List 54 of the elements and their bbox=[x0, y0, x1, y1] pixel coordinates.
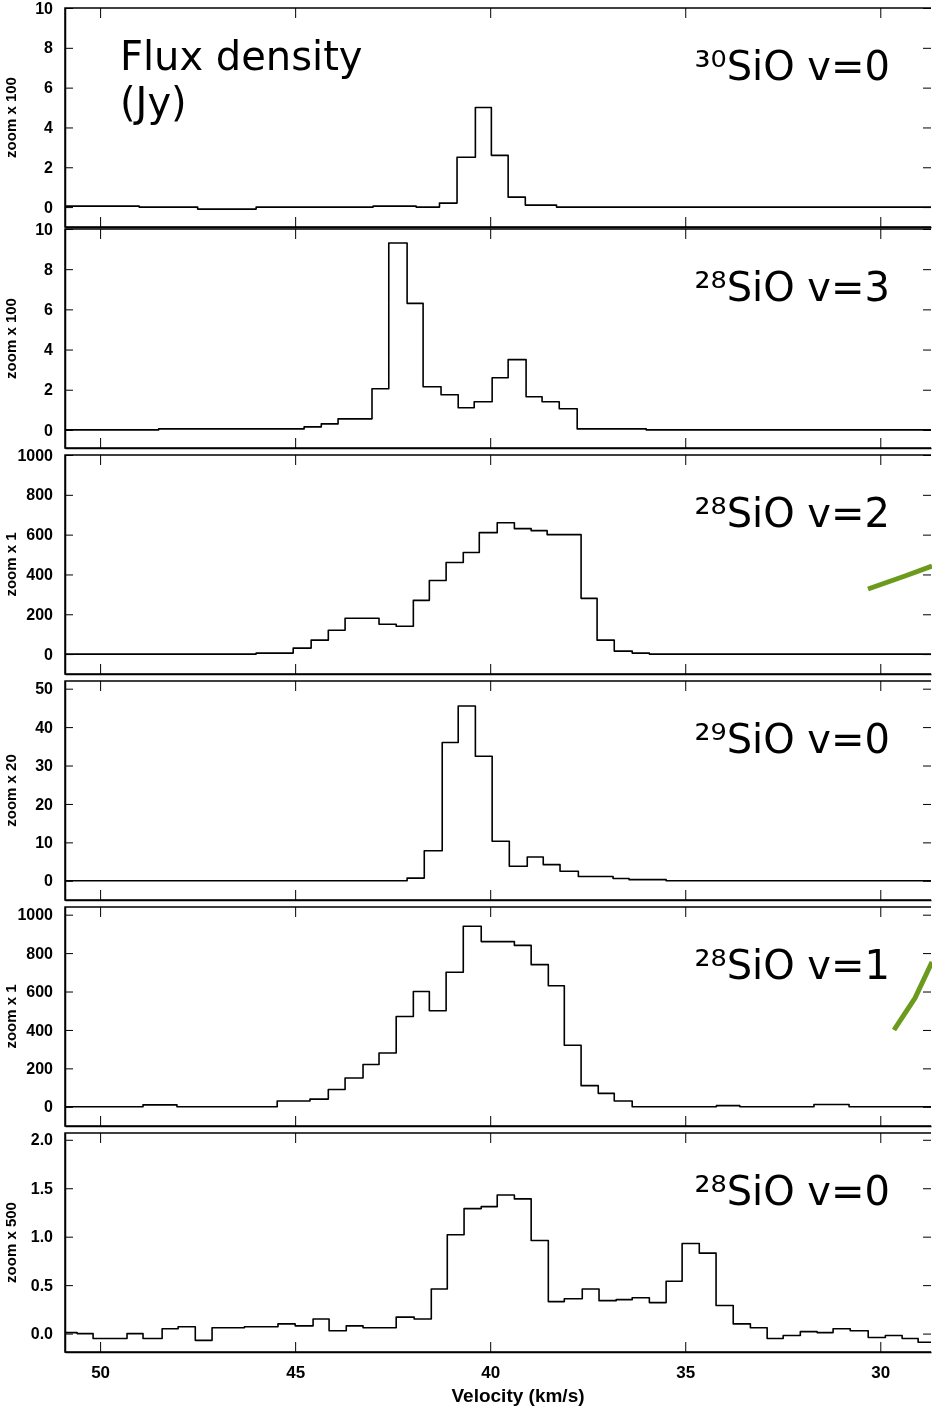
y-tick-label: 400 bbox=[26, 1021, 54, 1039]
y-tick-label: 1.5 bbox=[30, 1179, 54, 1197]
y-tick-label: 4 bbox=[44, 341, 54, 359]
y-tick-label: 2 bbox=[44, 381, 54, 399]
x-tick-label: 40 bbox=[481, 1363, 501, 1383]
text: ²⁸SiO v=0 bbox=[694, 1168, 890, 1214]
y-tick-label: 2 bbox=[44, 158, 54, 176]
y-axis-title: zoom x 20 bbox=[2, 754, 19, 827]
y-tick-label: 10 bbox=[35, 220, 54, 238]
y-tick-label: 10 bbox=[35, 0, 54, 17]
y-tick-label: 6 bbox=[44, 300, 54, 318]
y-tick-label: 6 bbox=[44, 79, 54, 97]
x-tick-label: 35 bbox=[676, 1363, 696, 1383]
text: ²⁹SiO v=0 bbox=[694, 716, 890, 762]
y-tick-label: 0.5 bbox=[30, 1276, 54, 1294]
y-tick-label: 0 bbox=[44, 1098, 54, 1116]
y-axis-title: zoom x 500 bbox=[2, 1202, 19, 1283]
y-tick-label: 0 bbox=[44, 872, 54, 890]
y-axis-title: zoom x 100 bbox=[2, 77, 19, 158]
y-tick-label: 1000 bbox=[17, 446, 54, 464]
y-tick-label: 1000 bbox=[17, 906, 54, 924]
y-tick-label: 30 bbox=[35, 757, 54, 775]
y-tick-label: 1.0 bbox=[30, 1228, 54, 1246]
annotation: Flux density (Jy) bbox=[120, 33, 363, 125]
y-tick-label: 200 bbox=[26, 1059, 54, 1077]
y-tick-label: 0.0 bbox=[30, 1325, 54, 1343]
y-tick-label: 4 bbox=[44, 119, 54, 137]
y-axis-title: zoom x 1 bbox=[2, 532, 19, 597]
y-tick-label: 400 bbox=[26, 566, 54, 584]
y-tick-label: 200 bbox=[26, 605, 54, 623]
x-tick-label: 30 bbox=[871, 1363, 891, 1383]
text: ²⁸SiO v=1 bbox=[694, 942, 890, 988]
y-tick-label: 2.0 bbox=[30, 1131, 54, 1149]
x-tick-label: 50 bbox=[91, 1363, 111, 1383]
y-tick-label: 600 bbox=[26, 983, 54, 1001]
y-tick-label: 10 bbox=[35, 833, 54, 851]
y-tick-label: 8 bbox=[44, 39, 54, 57]
x-tick-label: 45 bbox=[286, 1363, 306, 1383]
y-tick-label: 0 bbox=[44, 421, 54, 439]
x-axis-title: Velocity (km/s) bbox=[451, 1385, 585, 1406]
y-tick-label: 50 bbox=[35, 680, 54, 698]
y-axis-title: zoom x 100 bbox=[2, 298, 19, 379]
y-tick-label: 8 bbox=[44, 260, 54, 278]
text: ²⁸SiO v=2 bbox=[694, 490, 890, 536]
y-tick-label: 600 bbox=[26, 526, 54, 544]
y-tick-label: 40 bbox=[35, 718, 54, 736]
y-tick-label: 800 bbox=[26, 944, 54, 962]
y-tick-label: 800 bbox=[26, 486, 54, 504]
y-tick-label: 0 bbox=[44, 645, 54, 663]
y-tick-label: 20 bbox=[35, 795, 54, 813]
text: ³⁰SiO v=0 bbox=[694, 43, 890, 89]
y-axis-title: zoom x 1 bbox=[2, 984, 19, 1049]
text: ²⁸SiO v=3 bbox=[694, 264, 890, 310]
y-tick-label: 0 bbox=[44, 198, 54, 216]
